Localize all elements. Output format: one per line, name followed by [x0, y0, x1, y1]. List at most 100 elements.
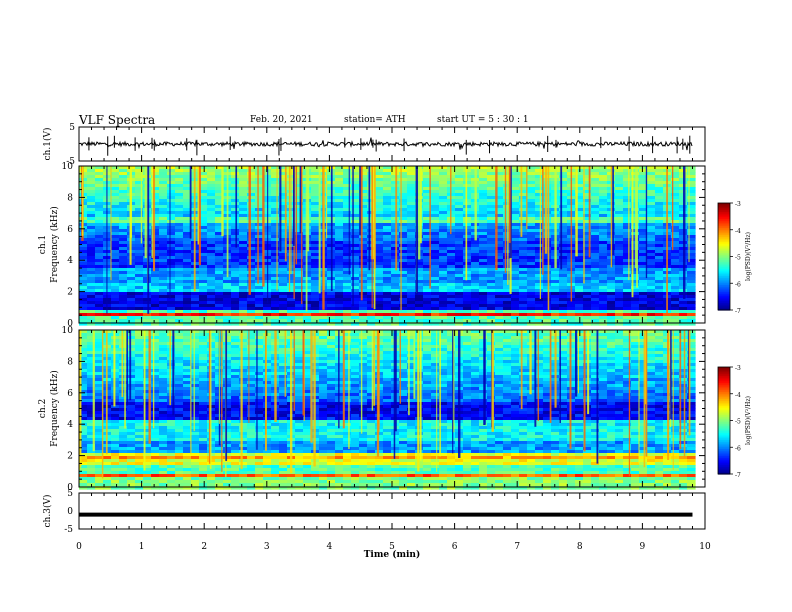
ch1-spec-cell [575, 238, 584, 242]
ch1-spec-cell [599, 226, 608, 230]
ch1-spec-cell [487, 187, 496, 191]
ch1-spec-cell [311, 220, 320, 224]
ch1-spec-cell [551, 280, 560, 284]
ch2-spec-cell [615, 345, 624, 349]
ch1-spec-cell [655, 226, 664, 230]
ch2-spec-cell [199, 333, 208, 337]
ch2-spec-cell [671, 336, 680, 340]
ch1-spec-cell [279, 286, 288, 290]
ch1-spec-cell [135, 214, 144, 218]
ch1-spec-cell [407, 301, 416, 305]
ch1-spec-cell [239, 274, 248, 278]
ch1-spec-cell [479, 184, 488, 188]
ch1-spec-cell [375, 172, 384, 176]
ch1-spec-cell [351, 238, 360, 242]
ch1-spec-cell [495, 169, 504, 173]
ch1-spec-cell [311, 184, 320, 188]
ch2-spec-cell [503, 330, 512, 334]
ch1-spec-colorbar-segment [718, 235, 730, 238]
ch1-spec-cell [119, 259, 128, 263]
ch1-spec-cell [279, 193, 288, 197]
ch2-spec-cell [623, 342, 632, 346]
ch1-spec-cell [415, 304, 424, 308]
ch1-spec-cell [215, 229, 224, 233]
ch1-spec-cell [487, 190, 496, 194]
ch1-spec-cell [135, 304, 144, 308]
ch2-spec-cell [359, 330, 368, 334]
ch1-spec-cell [479, 253, 488, 257]
ch1-spec-cell [231, 292, 240, 296]
ch1-spec-cell [607, 316, 616, 320]
ch1-spec-cell [167, 286, 176, 290]
ch1-spec-colorbar-segment [718, 272, 730, 275]
ch1-spec-cell [255, 226, 264, 230]
ch2-spec-cell [95, 336, 104, 340]
ch1-spec-cell [455, 292, 464, 296]
ch1-spec-cell [87, 289, 96, 293]
ch1-spec-cell [247, 301, 256, 305]
ch1-spec-cell [535, 256, 544, 260]
ch1-spec-cell [159, 250, 168, 254]
ch1-spec-colorbar-segment [718, 206, 730, 209]
ch1-spec-cell [479, 169, 488, 173]
ch1-spec-cell [111, 238, 120, 242]
ch1-spec-cell [239, 265, 248, 269]
ch2-spec-cell [135, 330, 144, 334]
ch1-spec-cell [239, 184, 248, 188]
ch1-spec-cell [359, 166, 368, 170]
ch2-spec-cell [255, 330, 264, 334]
ch1-spec-cell [463, 205, 472, 209]
ch1-spec-cell [591, 208, 600, 212]
ch1-spec-cell [423, 310, 432, 314]
ch1-spec-cell [271, 268, 280, 272]
ch2-spec-cell [495, 333, 504, 337]
ch1-spec-cell [575, 259, 584, 263]
ch1-spec-cell [407, 202, 416, 206]
ch1-spec-cell [183, 286, 192, 290]
ch1-spec-cell [423, 268, 432, 272]
ch1-spec-cell [519, 259, 528, 263]
ch1-spec-cell [655, 232, 664, 236]
ch1-spec-cell [543, 313, 552, 317]
ch1-spec-cell [87, 250, 96, 254]
ch1-spec-cell [215, 211, 224, 215]
ch1-spec-cell [359, 322, 368, 326]
ch1-spec-cell [255, 268, 264, 272]
ch1-spec-cell [239, 307, 248, 311]
ch1-spec-cell [423, 241, 432, 245]
ch1-spec-cell [231, 250, 240, 254]
ch1-spec-cell [111, 316, 120, 320]
ch1-spec-cell [519, 253, 528, 257]
ch1-spec-cell [271, 232, 280, 236]
ch1-spec-cell [487, 223, 496, 227]
ch2-spec-cell [439, 342, 448, 346]
ch1-spec-cell [439, 184, 448, 188]
ch1-spec-colorbar-segment [718, 276, 730, 279]
ch1-spec-cell [495, 223, 504, 227]
ch1-spec-cell [351, 265, 360, 269]
ch1-spec-cell [383, 247, 392, 251]
ch2-spec-cell [503, 336, 512, 340]
ch1-ytick-label: 5 [69, 123, 75, 133]
ch1-spec-cell [479, 190, 488, 194]
ch1-spec-cell [199, 265, 208, 269]
ch1-spec-cell [95, 277, 104, 281]
ch1-spec-cell [167, 307, 176, 311]
ch1-spec-cell [135, 205, 144, 209]
ch1-spec-cell [327, 313, 336, 317]
ch1-spec-cell [639, 199, 648, 203]
ch1-spec-cell [463, 220, 472, 224]
ch1-spec-cell [591, 172, 600, 176]
ch1-spec-cell [375, 283, 384, 287]
ch1-spec-cell [215, 304, 224, 308]
ch2-spec-cell [191, 330, 200, 334]
ch1-spec-cell [399, 319, 408, 323]
ch1-spec-cell [239, 295, 248, 299]
ch1-spec-cell [623, 301, 632, 305]
ch1-spec-cell [511, 187, 520, 191]
ch1-spec-cell [503, 304, 512, 308]
ch1-spec-cell [455, 322, 464, 326]
ch1-spec-cell [383, 196, 392, 200]
ch1-spec-cell [511, 256, 520, 260]
ch1-spec-cell [423, 253, 432, 257]
